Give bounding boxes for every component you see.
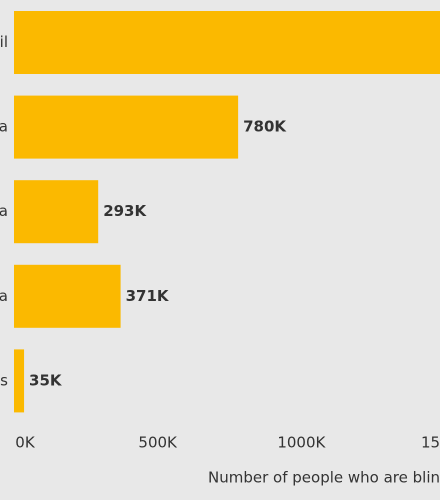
y-tick-label: s <box>0 371 8 389</box>
y-tick-label: a <box>0 287 8 305</box>
bar <box>14 95 239 159</box>
x-tick-label: 1500K <box>421 434 440 452</box>
bar <box>14 180 99 244</box>
value-label: 293K <box>103 202 147 220</box>
y-tick-label: a <box>0 202 8 220</box>
x-tick-label: 0K <box>15 434 36 452</box>
bar <box>14 349 25 413</box>
y-tick-label: il <box>0 33 8 51</box>
bar <box>14 264 121 328</box>
y-tick-label: a <box>0 118 8 136</box>
x-tick-label: 1000K <box>277 434 326 452</box>
value-label: 780K <box>243 118 287 136</box>
x-axis-label: Number of people who are blin <box>208 469 440 487</box>
x-tick-label: 500K <box>138 434 178 452</box>
value-label: 35K <box>29 371 63 389</box>
bar <box>14 11 440 74</box>
value-label: 371K <box>126 287 170 305</box>
